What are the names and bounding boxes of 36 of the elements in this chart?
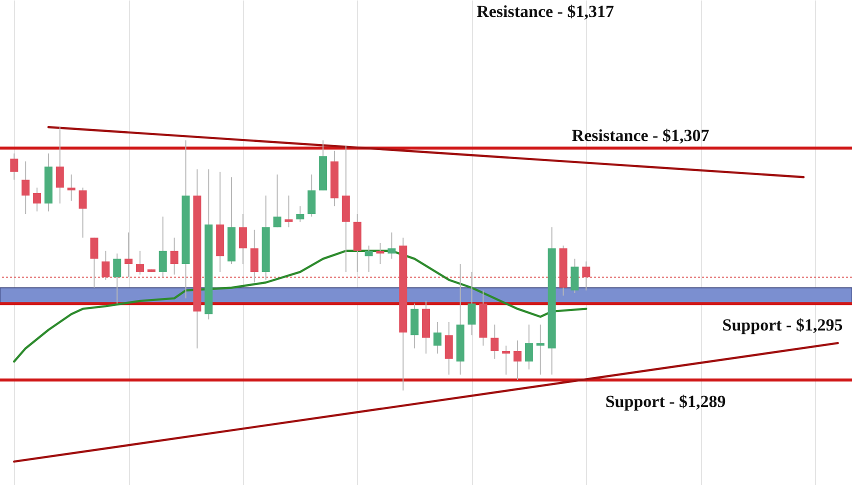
- candlestick: [490, 324, 499, 360]
- ref-line-label: Resistance - $1,307: [572, 126, 710, 146]
- candlestick: [570, 258, 579, 294]
- candlestick: [502, 345, 510, 376]
- candlestick: [22, 160, 30, 215]
- candlestick: [468, 271, 476, 336]
- candlestick: [364, 245, 373, 272]
- candlestick: [170, 237, 178, 276]
- candlestick: [433, 322, 442, 354]
- candlestick: [582, 260, 590, 291]
- candlestick: [524, 324, 533, 370]
- candlestick: [90, 237, 98, 288]
- candlestick: [78, 187, 87, 238]
- text: Resistance - $1,317: [476, 2, 614, 21]
- ref-line-label: Support - $1,289: [605, 392, 726, 411]
- candlestick: [124, 232, 133, 278]
- candlestick: [67, 174, 76, 202]
- candlestick: [444, 322, 453, 376]
- candlestick: [376, 242, 384, 265]
- candlestick: [296, 206, 304, 222]
- candlestick: [10, 152, 18, 180]
- candlestick: [514, 340, 522, 380]
- candlestick: [284, 195, 293, 228]
- candlestick: [56, 126, 64, 204]
- candlestick: [536, 324, 544, 376]
- candlestick: [273, 174, 282, 228]
- ref-line-label: Support - $1,295: [722, 316, 843, 335]
- candlestick: [388, 232, 396, 260]
- candlestick: [238, 214, 247, 265]
- candlestick: [102, 250, 110, 280]
- candlestick: [158, 216, 167, 278]
- candlestick: [113, 253, 122, 304]
- candlestick: [33, 187, 42, 212]
- candlestick: [308, 174, 316, 218]
- candlestick: [136, 250, 144, 276]
- candlestick: [250, 229, 258, 283]
